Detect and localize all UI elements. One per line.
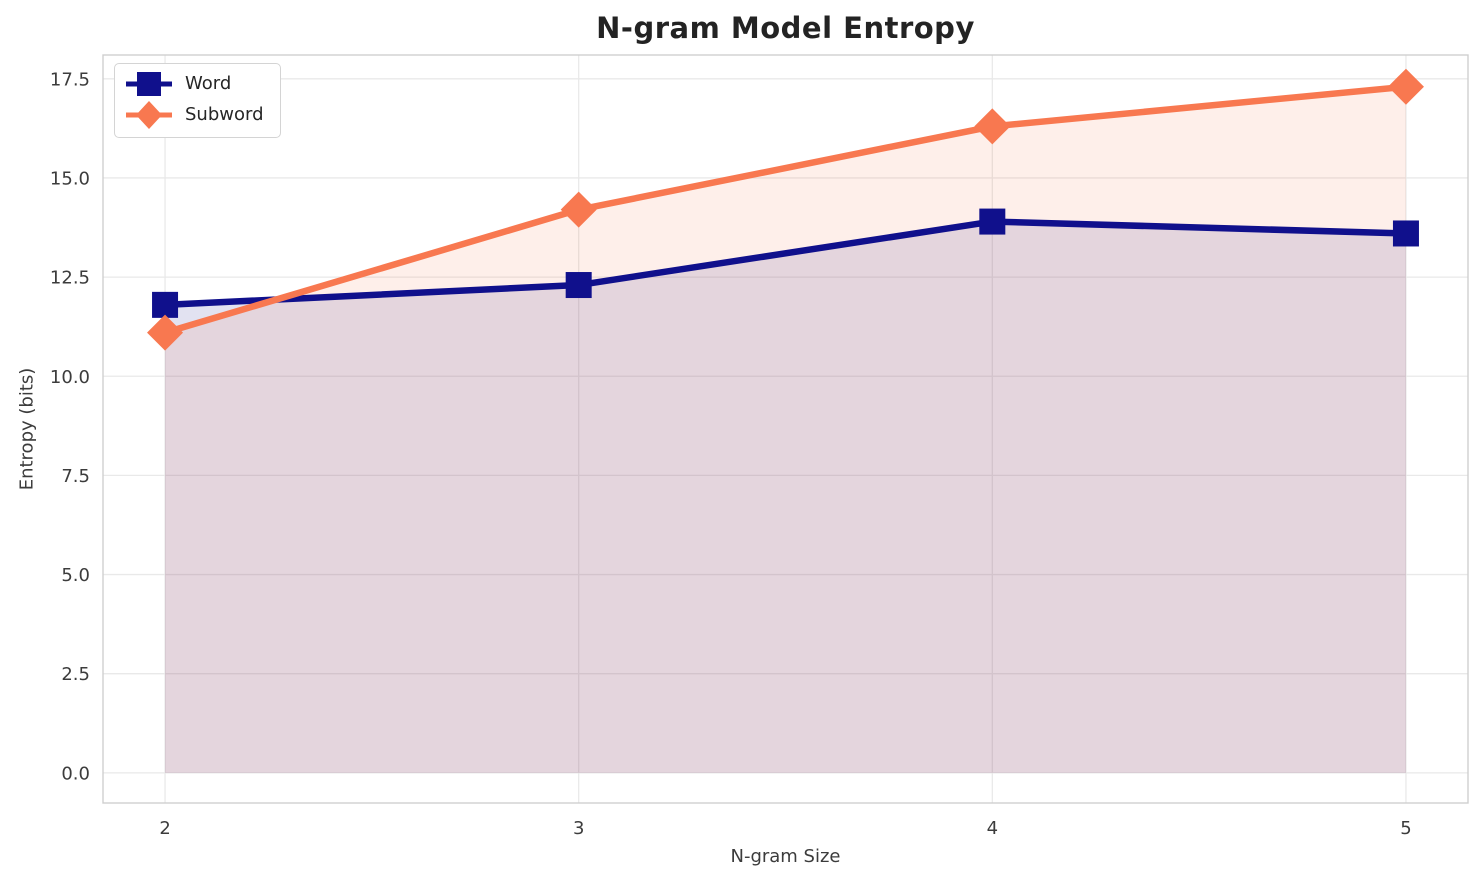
y-tick-label: 2.5: [61, 664, 90, 685]
x-axis-label: N-gram Size: [730, 846, 841, 867]
y-tick-label: 17.5: [50, 69, 90, 90]
line-word: [161, 218, 1410, 309]
marker-square-word: [152, 291, 179, 318]
subword-line-diamond-icon: [126, 101, 172, 129]
line-subword: [161, 83, 1410, 336]
plot-border: [102, 54, 1469, 804]
marker-square-word: [565, 272, 592, 299]
marker-square-word: [1392, 220, 1419, 247]
x-tick-label: 2: [159, 818, 170, 839]
marker-diamond-subword: [974, 108, 1011, 145]
legend-item-subword: Subword: [123, 100, 264, 130]
marker-diamond-subword: [147, 314, 184, 351]
area-fill-subword: [165, 86, 1406, 773]
legend-label-subword: Subword: [185, 104, 264, 125]
y-tick-label: 0.0: [61, 763, 90, 784]
word-line-square-icon: [126, 72, 172, 96]
marker-diamond-subword: [1387, 68, 1424, 105]
legend-item-word: Word: [123, 69, 231, 99]
chart-title: N-gram Model Entropy: [596, 11, 975, 45]
x-tick-label: 5: [1400, 818, 1411, 839]
y-tick-label: 12.5: [50, 268, 90, 289]
y-tick-label: 5.0: [61, 565, 90, 586]
y-tick-label: 7.5: [61, 466, 90, 487]
x-tick-label: 4: [987, 818, 998, 839]
y-axis-label: Entropy (bits): [16, 367, 38, 491]
y-tick-label: 15.0: [50, 168, 90, 189]
area-fill-word: [165, 221, 1406, 773]
marker-square-word: [979, 208, 1006, 235]
x-tick-label: 3: [573, 818, 584, 839]
legend: Word Subword: [114, 63, 281, 138]
y-tick-label: 10.0: [50, 367, 90, 388]
legend-label-word: Word: [185, 73, 232, 94]
marker-diamond-subword: [560, 191, 597, 228]
